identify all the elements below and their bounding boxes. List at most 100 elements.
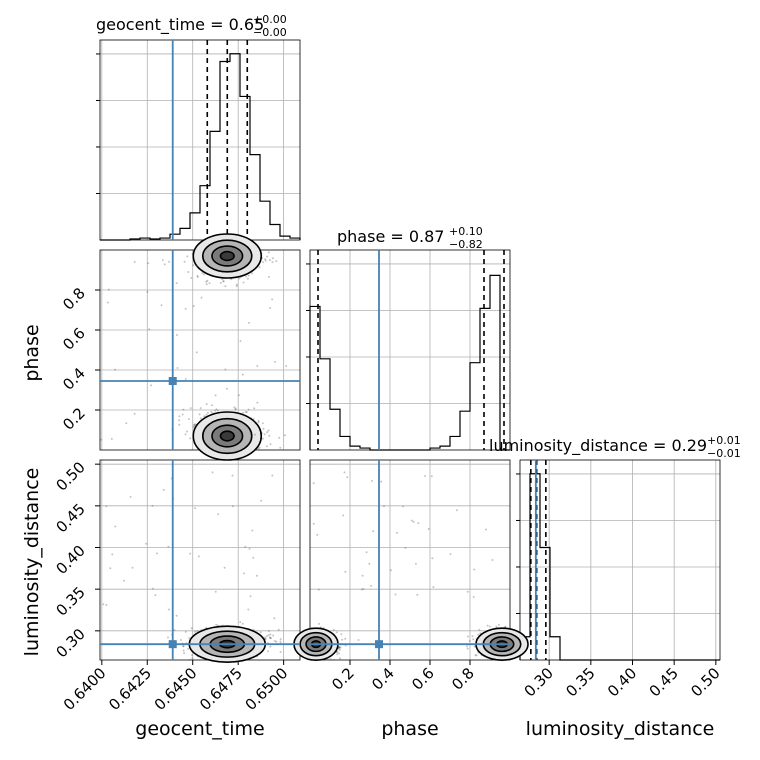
cloud-phase-geocent-top-pt-415 [186, 255, 189, 258]
cloud-phase-geocent-bottom-pt-347 [214, 409, 217, 412]
outlier-a-5 [131, 566, 134, 569]
outlier-c-5 [161, 259, 164, 261]
cloud-phase-geocent-bottom-pt-368 [184, 433, 187, 436]
outlier-b-31 [485, 528, 487, 531]
cloud-ld-geocent-pt-680 [265, 635, 268, 638]
outlier-b-5 [410, 519, 413, 522]
outlier-b-12 [416, 593, 419, 596]
cloud-phase-geocent-bottom-pt-102 [283, 434, 286, 437]
outlier-c-33 [148, 328, 151, 331]
outlier-c-37 [160, 304, 163, 307]
cloud-ld-phase-left-pt-294 [344, 637, 347, 640]
outlier-a-30 [231, 474, 234, 477]
outlier-c-30 [237, 394, 240, 397]
xtick-label-phase-3: 0.8 [448, 664, 478, 694]
cloud-ld-geocent-pt-117 [268, 630, 270, 632]
cloud-phase-geocent-bottom-pt-219 [279, 446, 282, 449]
xtick-label-geocent-time-0: 0.6400 [60, 664, 110, 714]
outlier-c-19 [184, 378, 187, 380]
cloud-ld-phase-right-pt-61 [475, 654, 478, 657]
cloud-phase-geocent-top-pt-63 [271, 261, 274, 264]
cloud-phase-geocent-bottom-pt-465 [261, 422, 264, 425]
outlier-c-16 [285, 365, 288, 367]
cloud-ld-phase-right-pt-349 [478, 628, 481, 631]
cloud-phase-geocent-top-pt-481 [224, 285, 227, 288]
outlier-b-3 [368, 562, 371, 565]
outlier-b-21 [380, 480, 383, 483]
outlier-b-23 [365, 551, 368, 554]
ytick-label-luminosity-distance-4: 0.50 [52, 458, 88, 494]
outlier-b-16 [402, 505, 404, 508]
outlier-c-1 [271, 298, 274, 301]
cloud-ld-geocent-pt-100 [182, 645, 185, 648]
cloud-ld-phase-right-pt-213 [472, 638, 475, 641]
ylabel-phase: phase [21, 324, 43, 381]
ylabel-luminosity-distance: luminosity_distance [21, 468, 43, 657]
outlier-b-35 [414, 562, 417, 565]
cloud-phase-geocent-bottom-pt-202 [268, 434, 271, 437]
outlier-b-29 [417, 522, 420, 525]
hist-phase [309, 274, 510, 451]
xtick-label-phase-0: 0.2 [328, 664, 358, 694]
cloud-ld-phase-left-pt-323 [338, 648, 341, 651]
outlier-b-36 [370, 584, 373, 587]
outlier-c-17 [110, 437, 113, 440]
outlier-b-15 [449, 553, 452, 556]
cloud-ld-phase-right-pt-157 [466, 635, 469, 638]
outlier-a-3 [252, 556, 255, 559]
cloud-phase-geocent-bottom-pt-359 [278, 436, 281, 439]
cloud-phase-geocent-bottom-pt-450 [234, 407, 237, 410]
cloud-ld-geocent-pt-580 [275, 640, 278, 643]
cloud-phase-geocent-top-pt-330 [201, 272, 204, 274]
cloud-ld-geocent-pt-346 [184, 630, 187, 633]
cloud-ld-phase-left-pt-349 [339, 646, 342, 649]
cloud-ld-geocent-pt-684 [190, 627, 193, 630]
outlier-c-22 [106, 301, 109, 304]
outlier-c-9 [175, 334, 178, 336]
cloud-phase-geocent-bottom-pt-59 [266, 431, 268, 434]
ytick-label-luminosity-distance-0: 0.30 [52, 625, 88, 661]
hist-luminosity_distance [519, 473, 720, 661]
cloud-ld-geocent-pt-149 [188, 637, 191, 639]
outlier-b-33 [346, 476, 349, 479]
cloud-ld-phase-right-pt-204 [474, 654, 477, 656]
cloud-ld-phase-left-pt-135 [329, 658, 332, 660]
title-phase-minus: −0.82 [449, 238, 483, 251]
outlier-a-29 [168, 608, 170, 611]
outlier-b-25 [362, 588, 365, 590]
cloud-ld-geocent-pt-332 [277, 628, 280, 631]
cloud-ld-geocent-pt-602 [215, 623, 218, 626]
cloud-ld-phase-right-pt-397 [471, 635, 474, 638]
cloud-ld-geocent-pt-695 [194, 630, 197, 633]
cloud-phase-geocent-bottom-pt-338 [217, 409, 219, 412]
outlier-a-25 [189, 552, 192, 555]
cloud-ld-geocent-pt-487 [270, 637, 273, 640]
outlier-b-22 [431, 557, 434, 560]
panel-frame-geocent_time-geocent_time [99, 39, 301, 241]
outlier-c-26 [114, 368, 117, 371]
cloud-ld-phase-right-pt-84 [489, 625, 491, 628]
cloud-phase-geocent-bottom-pt-263 [178, 423, 181, 426]
cloud-ld-geocent-pt-277 [173, 629, 176, 632]
panel-frame-phase-luminosity_distance [309, 459, 511, 661]
cloud-ld-geocent-pt-263 [269, 633, 272, 636]
cloud-ld-phase-right-pt-351 [466, 647, 469, 650]
cloud-ld-geocent-pt-533 [269, 645, 272, 648]
outlier-a-18 [260, 499, 263, 502]
cloud-phase-geocent-bottom-pt-222 [189, 437, 192, 440]
cloud-phase-geocent-top-pt-118 [190, 277, 193, 279]
cloud-phase-geocent-bottom-pt-218 [185, 430, 188, 433]
outlier-b-9 [430, 475, 433, 478]
outlier-b-4 [404, 547, 407, 549]
outlier-a-16 [162, 488, 165, 491]
cloud-phase-geocent-top-pt-496 [222, 280, 225, 283]
marks-layer [100, 40, 720, 663]
cloud-phase-geocent-top-pt-183 [244, 275, 247, 278]
cloud-ld-geocent-pt-481 [267, 650, 269, 653]
cloud-phase-geocent-top-pt-262 [275, 260, 278, 263]
title-geocent-time-main: geocent_time = 0.65 [96, 15, 264, 35]
cloud-phase-geocent-top-pt-374 [262, 261, 265, 264]
cloud-ld-phase-right-pt-264 [504, 625, 507, 628]
outlier-c-32 [268, 276, 270, 278]
outlier-c-7 [107, 288, 110, 291]
